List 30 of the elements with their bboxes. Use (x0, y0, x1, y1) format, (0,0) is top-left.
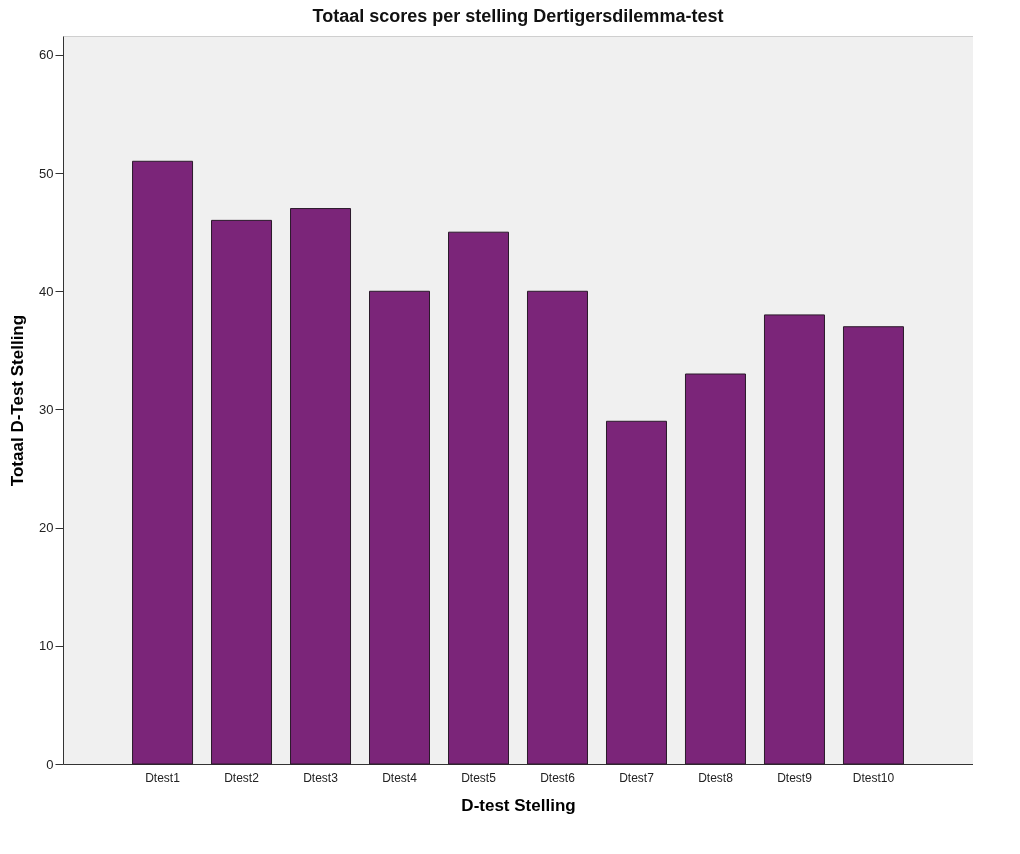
y-tick-label: 20 (39, 520, 54, 536)
x-tick-label: Dtest9 (777, 770, 813, 785)
bar (448, 231, 509, 765)
bar (369, 290, 431, 765)
x-tick-label: Dtest5 (461, 770, 497, 785)
x-tick-label: Dtest3 (303, 770, 339, 785)
x-tick-label: Dtest1 (145, 770, 181, 785)
y-tick-label: 60 (39, 47, 54, 63)
y-axis-title: Totaal D-Test Stelling (8, 314, 28, 487)
bar (527, 290, 588, 765)
x-tick-label: Dtest4 (382, 770, 418, 785)
x-tick-label: Dtest10 (852, 770, 895, 785)
y-tick-label: 10 (39, 638, 54, 654)
x-axis-title: D-test Stelling (461, 795, 576, 815)
x-tick-label: Dtest2 (224, 770, 260, 785)
y-tick-label: 0 (46, 756, 54, 772)
x-tick-label: Dtest7 (619, 770, 655, 785)
bar (842, 326, 904, 765)
bar (132, 160, 194, 765)
bar (290, 208, 352, 765)
x-tick-label: Dtest6 (540, 770, 576, 785)
chart-title: Totaal scores per stelling Dertigersdilemma-test (312, 6, 724, 26)
y-tick-label: 50 (39, 165, 54, 181)
bar (605, 420, 667, 765)
bar (211, 219, 273, 765)
bar (763, 314, 825, 765)
y-tick-label: 30 (39, 401, 54, 417)
bar (684, 373, 746, 765)
x-tick-label: Dtest8 (698, 770, 734, 785)
y-tick-label: 40 (39, 283, 54, 299)
